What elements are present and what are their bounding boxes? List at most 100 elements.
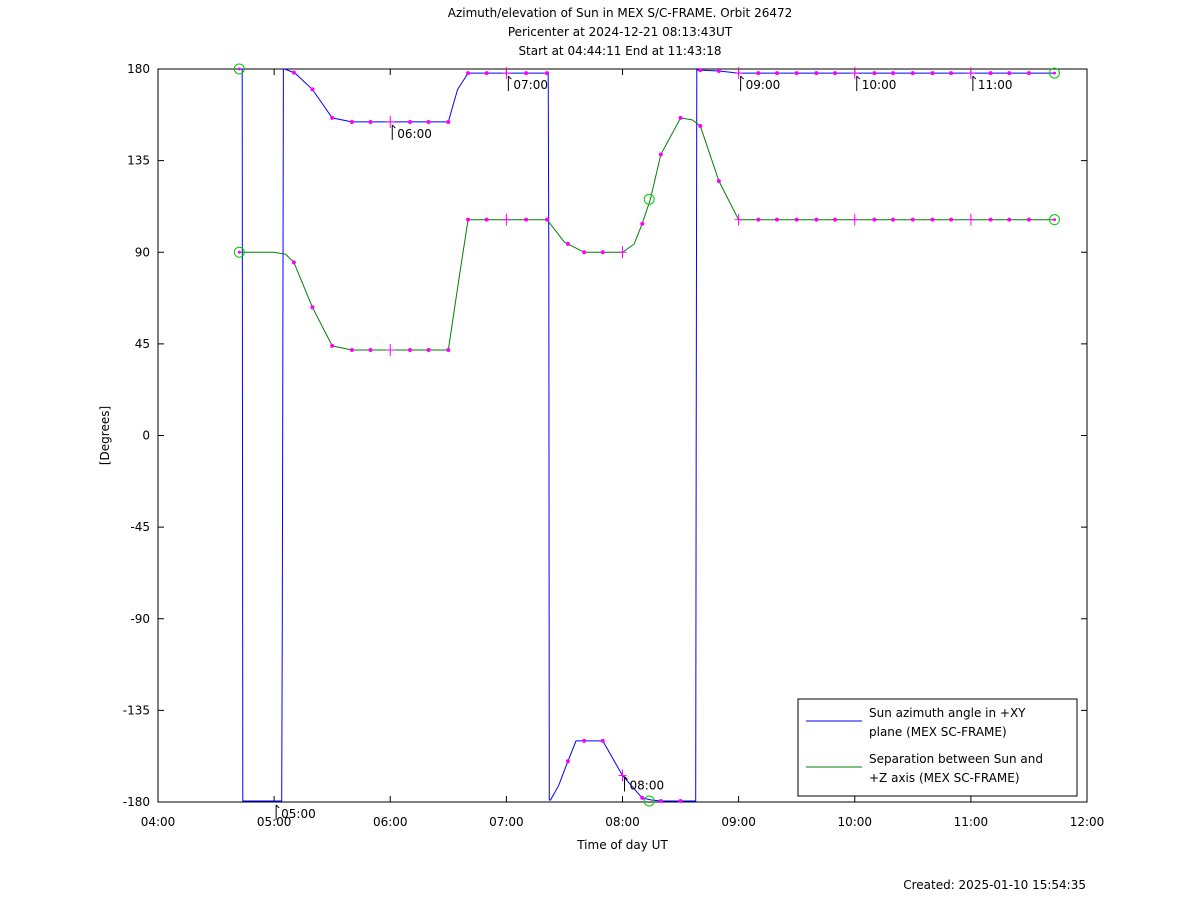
sample-marker <box>814 217 819 222</box>
axis-ticks: 04:00 05:00 06:00 07:00 08:00 09:00 10:00 11:00… <box>123 62 1105 829</box>
annotation-tick <box>275 804 280 809</box>
sample-marker <box>988 71 993 76</box>
sample-marker <box>833 71 838 76</box>
sample-marker <box>565 759 570 764</box>
x-tick-label: 05:00 <box>257 815 292 829</box>
annotation-tick <box>740 75 744 80</box>
sample-marker <box>330 343 335 348</box>
x-tick-label: 07:00 <box>489 815 524 829</box>
start-end-point <box>237 67 241 71</box>
sample-marker <box>988 217 993 222</box>
sample-marker <box>446 119 451 124</box>
x-tick-label: 12:00 <box>1070 815 1105 829</box>
hour-annotation: 06:00 <box>397 127 432 141</box>
start-end-marker <box>233 246 245 258</box>
sample-marker <box>368 119 373 124</box>
sample-marker <box>330 115 335 120</box>
sample-markers <box>233 63 1060 807</box>
sample-marker <box>565 241 570 246</box>
x-tick-label: 09:00 <box>721 815 756 829</box>
sample-marker <box>349 347 354 352</box>
sample-marker <box>582 250 587 255</box>
sample-marker <box>794 217 799 222</box>
title-line: Pericenter at 2024-12-21 08:13:43UT <box>508 25 733 39</box>
sample-marker <box>698 68 703 73</box>
hour-annotation: 05:00 <box>281 807 316 821</box>
sample-marker <box>872 71 877 76</box>
sample-marker <box>407 347 412 352</box>
x-tick-label: 06:00 <box>373 815 408 829</box>
series-line <box>239 68 1055 802</box>
sample-marker <box>698 124 703 129</box>
y-tick-label: 0 <box>142 429 150 443</box>
y-tick-label: 135 <box>127 154 150 168</box>
hour-annotations: 05:00 06:00 07:00 08:00 09:00 10:00 11:00 <box>275 75 1013 821</box>
sample-marker <box>640 221 645 226</box>
y-axis-label: [Degrees] <box>98 406 112 465</box>
y-tick-label: -90 <box>130 612 150 626</box>
sample-marker <box>291 260 296 265</box>
hour-annotation: 07:00 <box>513 78 548 92</box>
sample-marker <box>949 71 954 76</box>
sample-marker <box>640 795 645 800</box>
hour-annotation: 11:00 <box>978 78 1013 92</box>
sample-marker <box>582 738 587 743</box>
sample-marker <box>524 71 529 76</box>
sample-marker <box>466 217 471 222</box>
sample-marker <box>407 119 412 124</box>
sample-marker <box>446 347 451 352</box>
series-lines <box>239 68 1055 802</box>
x-tick-label: 11:00 <box>954 815 989 829</box>
x-tick-label: 10:00 <box>837 815 872 829</box>
sample-marker <box>756 217 761 222</box>
sample-marker <box>716 178 721 183</box>
sample-marker <box>910 217 915 222</box>
start-end-marker <box>1048 214 1060 226</box>
annotation-tick <box>508 75 512 80</box>
sample-marker <box>426 347 431 352</box>
sample-marker <box>484 217 489 222</box>
title-line: Start at 04:44:11 End at 11:43:18 <box>518 44 721 58</box>
sample-marker <box>545 71 550 76</box>
x-tick-label: 08:00 <box>605 815 640 829</box>
plot-area <box>157 68 1088 803</box>
legend-label: +Z axis (MEX SC-FRAME) <box>869 771 1020 785</box>
annotation-tick <box>624 776 628 780</box>
sample-marker <box>484 71 489 76</box>
sample-marker <box>1026 217 1031 222</box>
annotation-tick <box>972 75 977 80</box>
hour-annotation: 10:00 <box>862 78 897 92</box>
start-end-marker <box>1048 67 1060 79</box>
sample-marker <box>774 217 779 222</box>
series-line <box>239 117 1055 351</box>
start-end-point <box>1052 218 1056 222</box>
pericenter-marker <box>643 795 655 807</box>
sample-marker <box>930 217 935 222</box>
sample-marker <box>1007 217 1012 222</box>
sample-marker <box>910 71 915 76</box>
y-tick-label: -45 <box>130 520 150 534</box>
sample-marker <box>794 71 799 76</box>
sample-marker <box>291 70 296 75</box>
legend-label: Separation between Sun and <box>869 752 1043 766</box>
start-end-point <box>1052 71 1056 75</box>
sample-marker <box>1007 71 1012 76</box>
annotation-tick <box>391 124 396 129</box>
sample-marker <box>524 217 529 222</box>
created-timestamp: Created: 2025-01-10 15:54:35 <box>903 878 1086 892</box>
sample-marker <box>872 217 877 222</box>
legend-label: plane (MEX SC-FRAME) <box>869 725 1007 739</box>
sample-marker <box>426 119 431 124</box>
annotation-tick <box>856 75 861 80</box>
y-tick-label: -180 <box>123 795 150 809</box>
y-tick-label: -135 <box>123 703 150 717</box>
sample-marker <box>891 71 896 76</box>
sample-marker <box>1026 71 1031 76</box>
sample-marker <box>716 69 721 74</box>
x-tick-label: 04:00 <box>141 815 176 829</box>
hour-annotation: 09:00 <box>746 78 781 92</box>
sample-marker <box>545 217 550 222</box>
title-line: Azimuth/elevation of Sun in MEX S/C-FRAM… <box>448 6 793 20</box>
sample-marker <box>658 152 663 157</box>
sample-marker <box>949 217 954 222</box>
